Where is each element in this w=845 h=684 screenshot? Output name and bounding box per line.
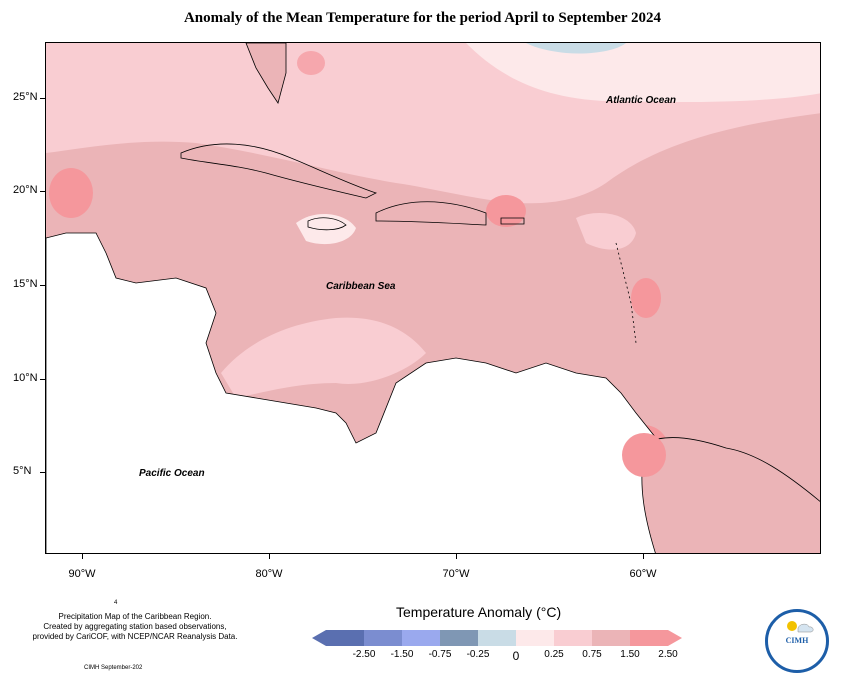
legend-tick-label: 0.25 bbox=[544, 649, 564, 660]
legend-swatch bbox=[478, 630, 516, 646]
puerto-rico-outline bbox=[500, 217, 525, 225]
anomaly-hotspot bbox=[631, 278, 661, 318]
caption-block: Precipitation Map of the Caribbean Regio… bbox=[10, 612, 260, 642]
guianas-region bbox=[641, 437, 820, 553]
anomaly-region-light-south bbox=[221, 317, 426, 398]
y-tick-label: 5°N bbox=[13, 465, 32, 477]
florida-outline bbox=[245, 43, 287, 104]
x-tickmark bbox=[269, 554, 270, 559]
map-panel: Atlantic Ocean Caribbean Sea Pacific Oce… bbox=[45, 42, 821, 554]
legend-swatch bbox=[592, 630, 630, 646]
y-tickmark bbox=[40, 98, 45, 99]
anomaly-region-pale bbox=[466, 43, 820, 103]
caption-line: Created by aggregating station based obs… bbox=[43, 622, 227, 631]
x-tick-label: 70°W bbox=[442, 568, 470, 580]
caption-number: 4 bbox=[114, 600, 118, 606]
logo-text: CIMH bbox=[785, 636, 809, 645]
anomaly-hotspot bbox=[486, 195, 526, 227]
jamaica-outline bbox=[307, 217, 347, 231]
y-tick-label: 15°N bbox=[13, 278, 38, 290]
anomaly-region-cool bbox=[526, 43, 626, 54]
y-tickmark bbox=[40, 472, 45, 473]
x-tickmark bbox=[643, 554, 644, 559]
color-scale-bar bbox=[312, 630, 682, 646]
legend-tick-label: -0.75 bbox=[428, 649, 452, 660]
legend-tick-label: -1.50 bbox=[390, 649, 414, 660]
legend-swatch bbox=[364, 630, 402, 646]
anomaly-map bbox=[46, 43, 820, 553]
hispaniola-outline bbox=[375, 201, 487, 226]
x-tick-label: 80°W bbox=[255, 568, 283, 580]
legend-tick-label: 0 bbox=[512, 649, 520, 663]
map-title: Anomaly of the Mean Temperature for the … bbox=[183, 10, 662, 26]
legend-tick-label: 2.50 bbox=[658, 649, 678, 660]
y-tickmark bbox=[40, 285, 45, 286]
x-tickmark bbox=[82, 554, 83, 559]
cuba-outline bbox=[180, 143, 378, 199]
legend-swatch bbox=[326, 630, 364, 646]
cimh-logo: CIMH bbox=[765, 609, 829, 673]
legend-tick-label: 0.75 bbox=[582, 649, 602, 660]
x-tick-label: 90°W bbox=[68, 568, 96, 580]
pacific-ocean-label: Pacific Ocean bbox=[139, 468, 205, 479]
caption-line: provided by CariCOF, with NCEP/NCAR Rean… bbox=[32, 632, 238, 641]
legend-tick-label: -0.25 bbox=[466, 649, 490, 660]
anomaly-region-light-east bbox=[576, 213, 636, 250]
x-tick-label: 60°W bbox=[629, 568, 657, 580]
y-tick-label: 20°N bbox=[13, 184, 38, 196]
lesser-antilles-outline bbox=[615, 242, 637, 344]
y-tick-label: 25°N bbox=[13, 91, 38, 103]
caption-line: Precipitation Map of the Caribbean Regio… bbox=[58, 612, 212, 621]
y-tickmark bbox=[40, 379, 45, 380]
legend-swatch bbox=[554, 630, 592, 646]
y-tick-label: 10°N bbox=[13, 372, 38, 384]
anomaly-hotspot-guyana bbox=[622, 433, 666, 477]
sun-icon bbox=[787, 621, 814, 633]
legend-tick-label: -2.50 bbox=[352, 649, 376, 660]
x-tickmark bbox=[456, 554, 457, 559]
caption-footer: CIMH September-202 bbox=[84, 665, 143, 671]
legend-tick-label: 1.50 bbox=[620, 649, 640, 660]
legend-title: Temperature Anomaly (°C) bbox=[396, 604, 562, 620]
legend-swatch bbox=[516, 630, 554, 646]
caribbean-sea-label: Caribbean Sea bbox=[326, 281, 396, 292]
anomaly-hotspot bbox=[49, 168, 93, 218]
legend-swatch bbox=[440, 630, 478, 646]
anomaly-hotspot bbox=[297, 51, 325, 75]
legend-arrow-high bbox=[668, 630, 682, 646]
legend-arrow-low bbox=[312, 630, 326, 646]
atlantic-ocean-label: Atlantic Ocean bbox=[606, 95, 677, 106]
legend-swatch bbox=[402, 630, 440, 646]
y-tickmark bbox=[40, 191, 45, 192]
legend-swatch bbox=[630, 630, 668, 646]
